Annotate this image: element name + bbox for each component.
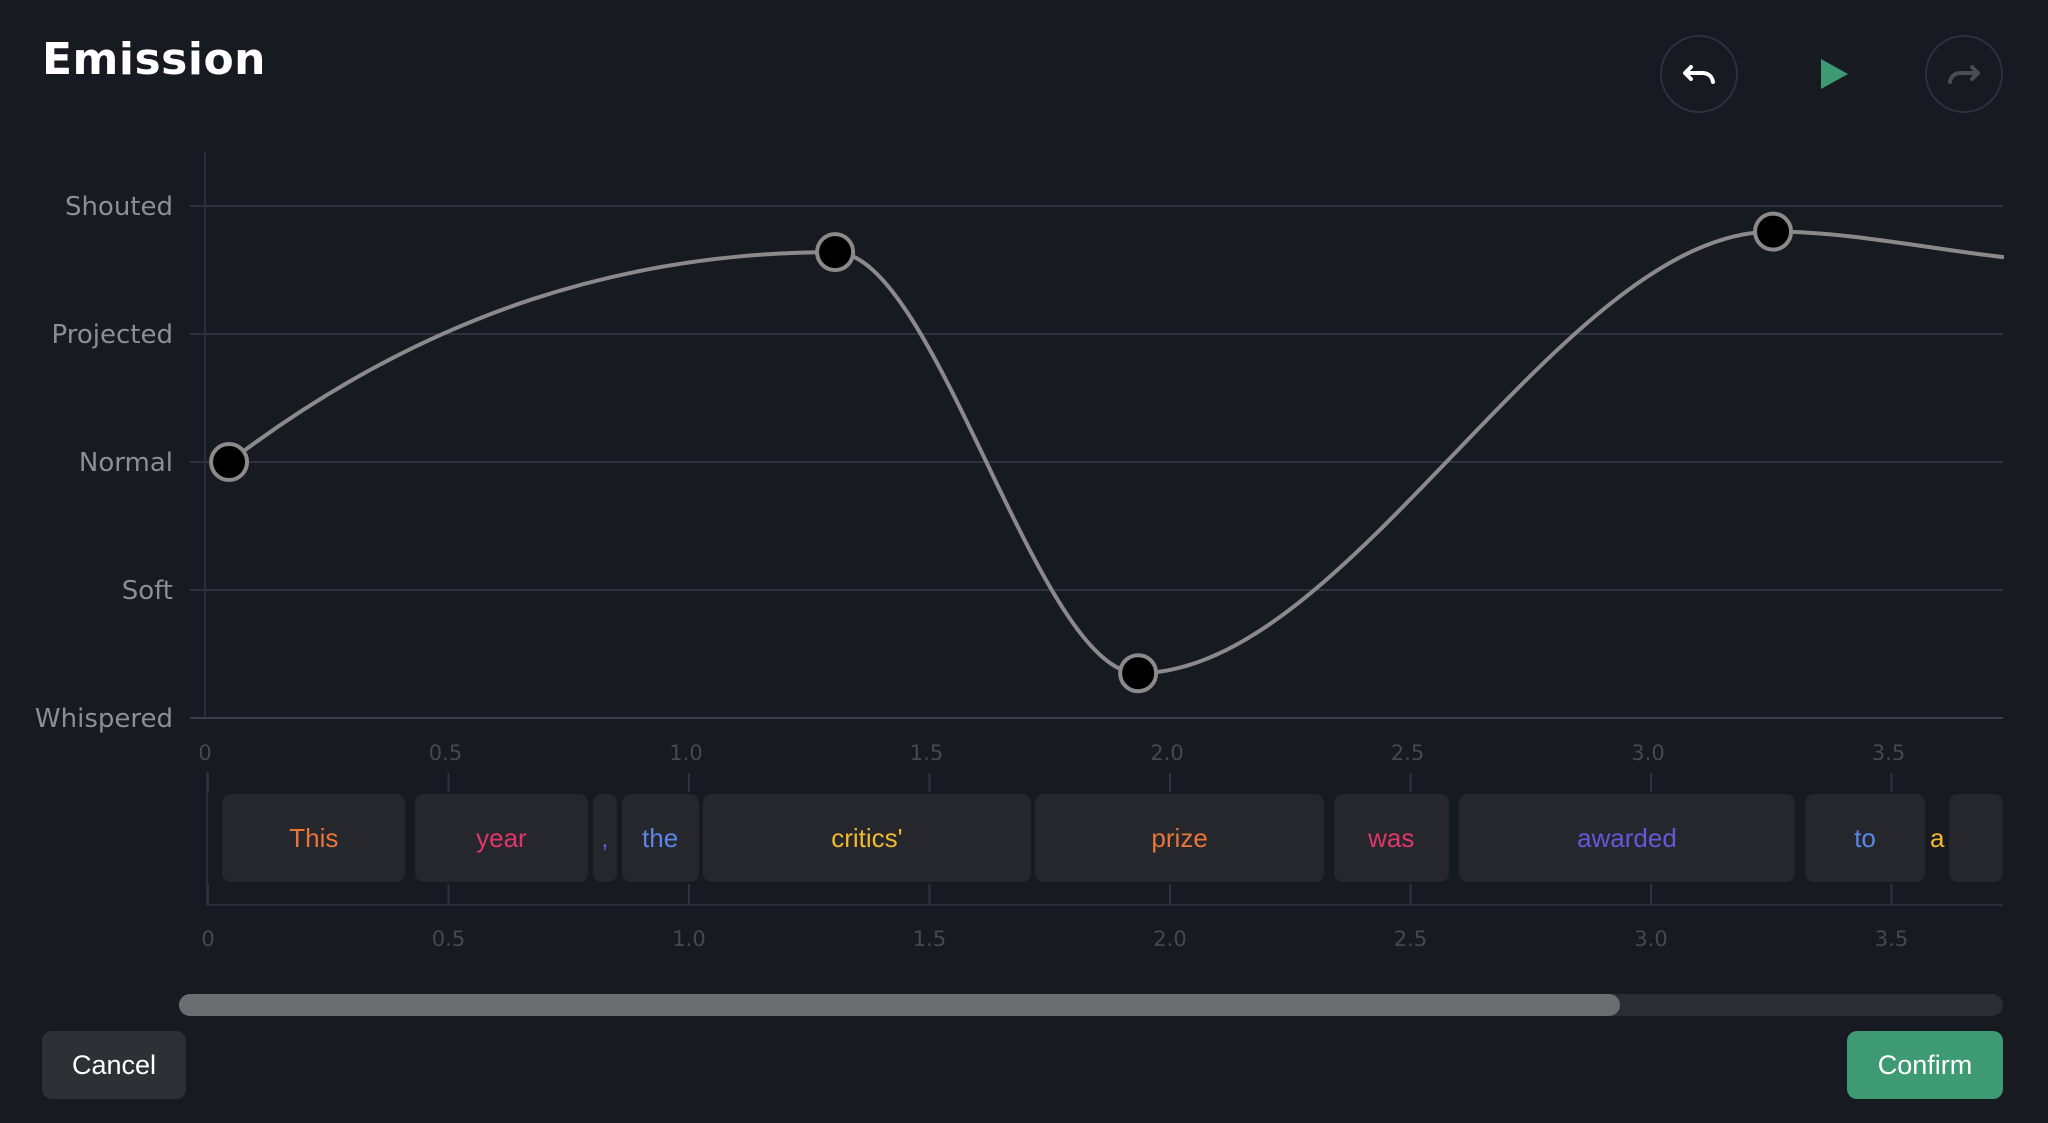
control-point[interactable]	[211, 444, 247, 480]
word-chip[interactable]: This	[222, 794, 405, 882]
word-chip[interactable]: a	[1930, 794, 1944, 882]
timeline-tick-label: 0	[201, 927, 214, 951]
x-tick-label: 1.5	[910, 741, 943, 765]
control-points[interactable]	[211, 214, 1791, 692]
emission-curve	[229, 232, 2004, 674]
word-chip[interactable]: critics'	[703, 794, 1030, 882]
word-text: to	[1854, 823, 1876, 854]
word-chip[interactable]: prize	[1035, 794, 1324, 882]
word-text: was	[1368, 823, 1414, 854]
timeline-tick-label: 1.0	[672, 927, 705, 951]
y-label-soft: Soft	[122, 576, 173, 606]
control-point[interactable]	[1120, 655, 1156, 691]
x-tick-label: 0.5	[429, 741, 462, 765]
timeline-tick-label: 3.5	[1875, 927, 1908, 951]
word-text: the	[642, 823, 678, 854]
horizontal-scrollbar[interactable]	[179, 994, 2003, 1016]
x-tick-label: 3.5	[1872, 741, 1905, 765]
x-tick-label: 3.0	[1631, 741, 1664, 765]
x-axis-ticks: 0 0.5 1.0 1.5 2.0 2.5 3.0 3.5	[198, 741, 1905, 765]
word-chip[interactable]: awarded	[1459, 794, 1796, 882]
y-label-whispered: Whispered	[35, 704, 173, 734]
scrollbar-thumb[interactable]	[179, 994, 1620, 1016]
word-text: prize	[1151, 823, 1207, 854]
word-chip[interactable]: was	[1334, 794, 1449, 882]
confirm-button[interactable]: Confirm	[1847, 1031, 2003, 1099]
y-label-normal: Normal	[79, 448, 173, 478]
word-chip[interactable]	[1949, 794, 2003, 882]
word-text: critics'	[831, 823, 902, 854]
word-chip[interactable]: to	[1805, 794, 1925, 882]
timeline-tick-label: 0.5	[432, 927, 465, 951]
x-tick-label: 0	[198, 741, 211, 765]
timeline-tick-label: 2.0	[1153, 927, 1186, 951]
word-chip[interactable]: the	[622, 794, 699, 882]
x-tick-label: 1.0	[669, 741, 702, 765]
word-text: awarded	[1577, 823, 1677, 854]
word-text: ,	[601, 823, 608, 854]
y-label-shouted: Shouted	[65, 192, 173, 222]
timeline-tick-label: 3.0	[1634, 927, 1667, 951]
x-tick-label: 2.5	[1391, 741, 1424, 765]
word-text: This	[289, 823, 338, 854]
timeline-tick-label: 1.5	[913, 927, 946, 951]
control-point[interactable]	[817, 234, 853, 270]
word-chip[interactable]: ,	[593, 794, 617, 882]
timeline-tick-label: 2.5	[1394, 927, 1427, 951]
word-text: year	[476, 823, 527, 854]
y-axis-labels: Whispered Soft Normal Projected Shouted	[35, 192, 173, 734]
cancel-button[interactable]: Cancel	[42, 1031, 186, 1099]
word-chip[interactable]: year	[415, 794, 588, 882]
x-tick-label: 2.0	[1150, 741, 1183, 765]
word-text: a	[1930, 823, 1944, 854]
control-point[interactable]	[1755, 214, 1791, 250]
y-label-projected: Projected	[52, 320, 173, 350]
